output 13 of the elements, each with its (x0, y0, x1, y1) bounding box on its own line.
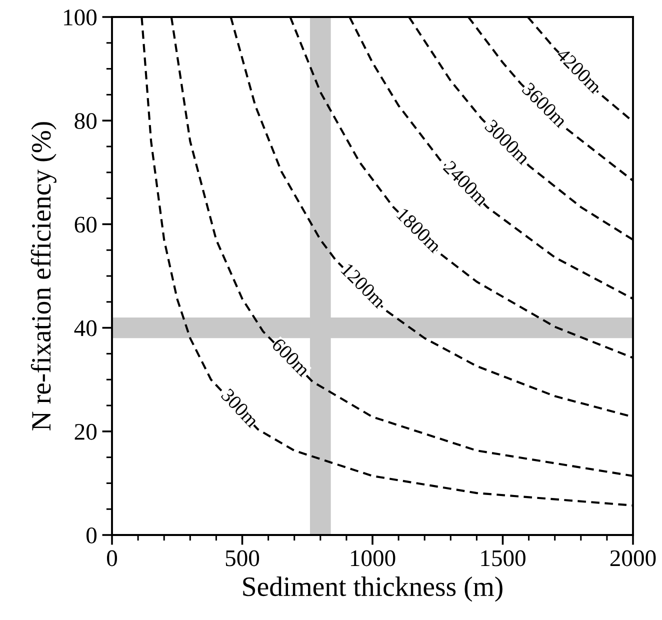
y-tick-label: 40 (74, 320, 97, 336)
x-tick-label: 500 (226, 550, 260, 566)
x-tick-label: 2000 (610, 550, 656, 566)
y-axis-title: N re-fixation efficiency (%) (30, 122, 56, 430)
y-tick-label: 100 (64, 9, 97, 26)
y-tick-label: 0 (86, 527, 97, 544)
y-tick-label: 60 (74, 216, 97, 233)
y-tick-label: 80 (74, 113, 97, 130)
x-tick-label: 1500 (481, 550, 526, 566)
y-tick-label: 20 (74, 424, 97, 440)
x-tick-label: 1000 (350, 550, 396, 566)
x-axis-title: Sediment thickness (m) (243, 576, 502, 602)
x-tick-label: 0 (106, 550, 118, 566)
